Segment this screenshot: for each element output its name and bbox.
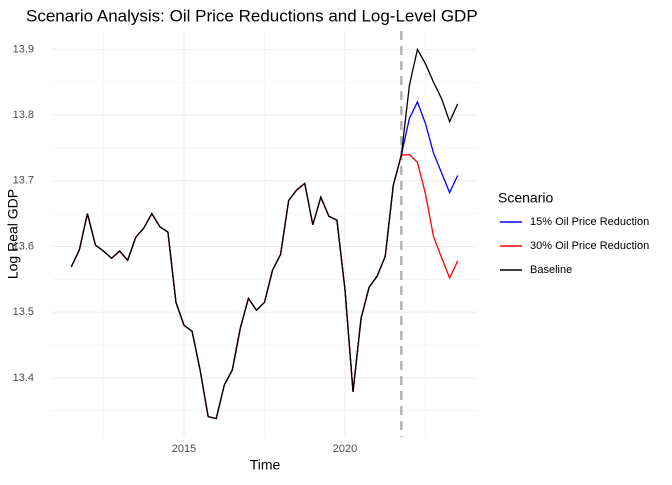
y-tick-label: 13.4: [13, 372, 34, 384]
legend-title: Scenario: [498, 190, 553, 206]
y-tick-label: 13.5: [13, 306, 34, 318]
series-line: [70, 47, 459, 420]
y-tick-label: 13.7: [13, 175, 34, 187]
y-tick-label: 13.6: [13, 240, 34, 252]
x-axis-label: Time: [250, 457, 281, 473]
y-axis-label: Log Real GDP: [5, 189, 21, 279]
legend-label: Baseline: [530, 264, 572, 276]
legend-label: 30% Oil Price Reduction: [530, 240, 649, 252]
x-tick-label: 2015: [172, 443, 196, 455]
chart-title: Scenario Analysis: Oil Price Reductions …: [26, 6, 478, 25]
x-tick-label: 2020: [333, 443, 357, 455]
y-tick-label: 13.9: [13, 43, 34, 55]
y-tick-label: 13.8: [13, 109, 34, 121]
legend-label: 15% Oil Price Reduction: [530, 216, 649, 228]
